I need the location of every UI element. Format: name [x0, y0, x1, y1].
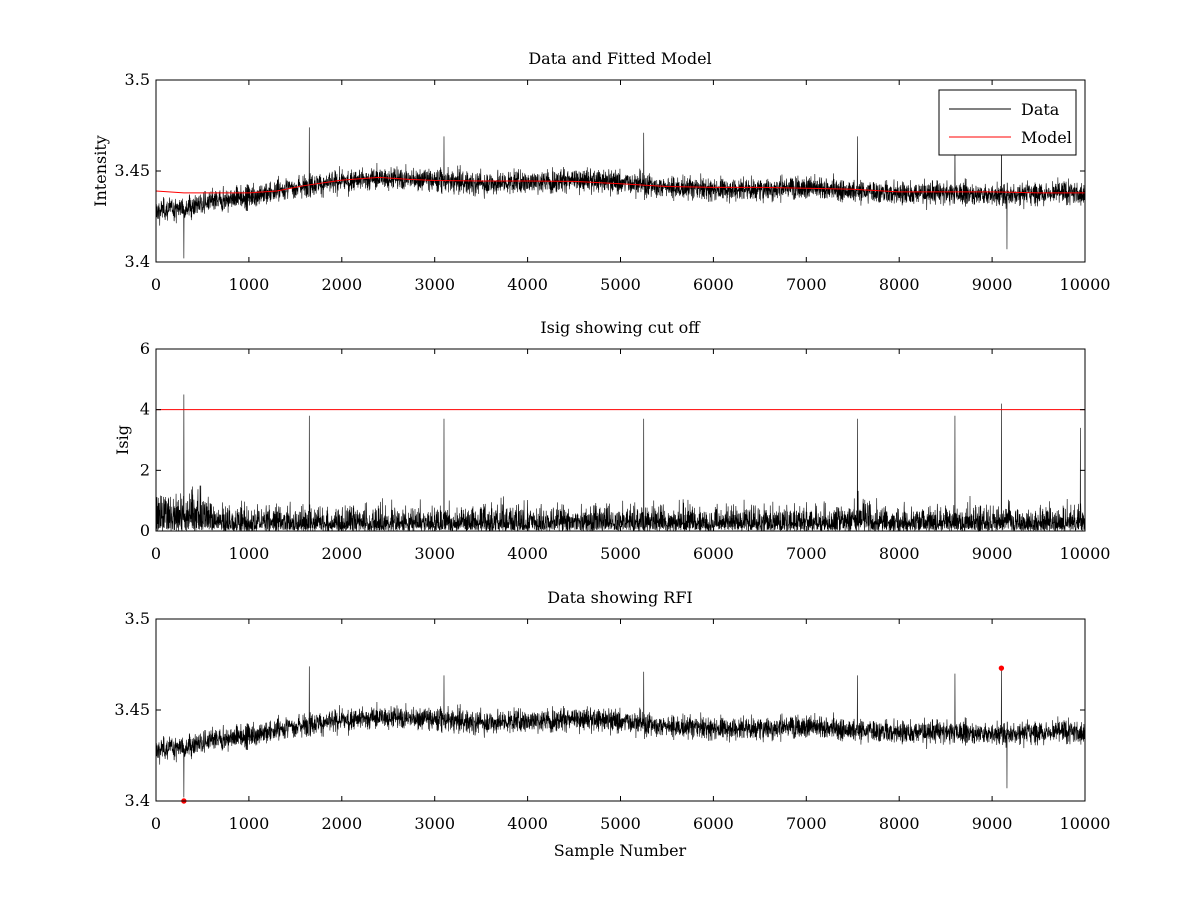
- x-tick-label: 9000: [972, 544, 1013, 563]
- x-tick-label: 9000: [972, 814, 1013, 833]
- series-isig-line: [155, 394, 1086, 533]
- x-tick-label: 7000: [786, 275, 827, 294]
- x-tick-label: 1000: [229, 544, 270, 563]
- x-tick-label: 8000: [879, 544, 920, 563]
- x-tick-label: 5000: [600, 275, 641, 294]
- x-tick-label: 10000: [1060, 275, 1111, 294]
- x-tick-label: 4000: [507, 275, 548, 294]
- x-tick-label: 3000: [414, 544, 455, 563]
- y-tick-label: 2: [140, 460, 150, 479]
- x-tick-label: 7000: [786, 814, 827, 833]
- plot-area: [156, 349, 1085, 531]
- rfi-marker: [998, 665, 1005, 671]
- y-tick-label: 3.4: [125, 791, 150, 810]
- x-tick-label: 8000: [879, 275, 920, 294]
- x-tick-label: 4000: [507, 814, 548, 833]
- x-tick-label: 6000: [693, 275, 734, 294]
- x-tick-label: 0: [151, 275, 161, 294]
- panel-2-title: Isig showing cut off: [540, 318, 701, 337]
- y-tick-label: 4: [140, 400, 150, 419]
- x-tick-label: 0: [151, 544, 161, 563]
- panel-1-ylabel: Intensity: [91, 135, 110, 207]
- x-tick-label: 0: [151, 814, 161, 833]
- x-tick-label: 3000: [414, 275, 455, 294]
- x-tick-label: 2000: [321, 544, 362, 563]
- x-tick-label: 5000: [600, 544, 641, 563]
- x-tick-label: 1000: [229, 275, 270, 294]
- panel-1-title: Data and Fitted Model: [528, 49, 711, 68]
- plot-area: [156, 619, 1085, 801]
- y-tick-label: 0: [140, 521, 150, 540]
- y-tick-label: 6: [140, 339, 150, 358]
- y-tick-label: 3.45: [114, 161, 150, 180]
- x-tick-label: 2000: [321, 814, 362, 833]
- x-tick-label: 3000: [414, 814, 455, 833]
- legend: Data Model: [938, 89, 1077, 156]
- x-tick-label: 6000: [693, 544, 734, 563]
- series-model-line: [155, 176, 1085, 194]
- x-tick-label: 9000: [972, 275, 1013, 294]
- panel-data-showing-rfi: Data showing RFI Sample Number 0 1000 2000…: [114, 588, 1110, 860]
- x-tick-label: 10000: [1060, 544, 1111, 563]
- y-tick-label: 3.45: [114, 700, 150, 719]
- y-tick-label: 3.5: [125, 609, 150, 628]
- plot-area: [156, 80, 1085, 262]
- x-tick-label: 4000: [507, 544, 548, 563]
- legend-label-model: Model: [1021, 128, 1072, 147]
- panel-isig-showing-cut-off: Isig showing cut off Isig 0 1000 2000 3000 4…: [113, 318, 1110, 563]
- panel-2-ylabel: Isig: [113, 425, 132, 455]
- legend-box: [938, 89, 1077, 156]
- x-tick-label: 7000: [786, 544, 827, 563]
- y-tick-label: 3.5: [125, 70, 150, 89]
- series-data-line: [155, 666, 1086, 798]
- x-tick-label: 8000: [879, 814, 920, 833]
- panel-3-title: Data showing RFI: [547, 588, 692, 607]
- panel-3-xlabel: Sample Number: [554, 841, 687, 860]
- x-tick-label: 2000: [321, 275, 362, 294]
- panel-data-and-fitted-model: Data and Fitted Model Intensity 0 1000 200…: [91, 49, 1110, 294]
- y-tick-label: 3.4: [125, 252, 150, 271]
- series-data-line: [155, 127, 1086, 259]
- x-tick-label: 6000: [693, 814, 734, 833]
- x-tick-label: 10000: [1060, 814, 1111, 833]
- x-tick-label: 1000: [229, 814, 270, 833]
- legend-label-data: Data: [1021, 100, 1060, 119]
- x-tick-label: 5000: [600, 814, 641, 833]
